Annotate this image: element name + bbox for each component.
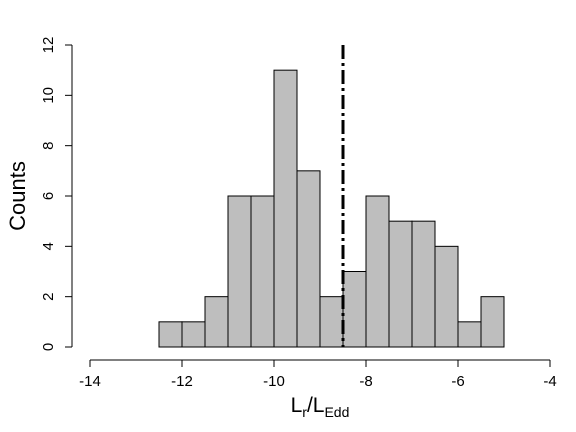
x-tick-label: -4 [543,373,556,390]
y-tick-label: 0 [40,343,57,351]
x-tick-label: -8 [359,373,372,390]
x-axis-title-sub1: r [302,404,307,420]
histogram-bar [250,195,275,348]
y-tick-label: 2 [40,292,57,300]
histogram-bar [296,170,321,348]
y-axis: 0 2 4 6 8 10 12 [40,37,73,351]
y-tick-label: 12 [40,37,57,54]
x-tick-label: -14 [79,373,101,390]
x-tick-label: -6 [451,373,464,390]
histogram-bar [319,296,344,348]
x-tick-label: -10 [263,373,285,390]
x-axis-title-sub2: Edd [324,404,349,420]
x-axis-title: Lr/LEdd [291,394,350,420]
bars-group [158,69,505,348]
histogram-bar [457,321,482,348]
x-axis-title-main: L [291,394,303,417]
histogram-bar [204,296,229,348]
histogram-bar [342,271,367,348]
histogram-bar [365,195,390,348]
histogram-bar [480,296,505,348]
y-axis-title: Counts [5,161,30,231]
x-tick-label: -12 [171,373,193,390]
y-tick-label: 6 [40,192,57,200]
histogram-bar [434,245,459,348]
x-axis: -14 -12 -10 -8 -6 -4 [79,359,557,390]
histogram-bar [388,220,413,348]
y-tick-label: 4 [40,242,57,250]
histogram-bar [411,220,436,348]
x-axis-title-sep: /L [307,394,325,417]
y-tick-label: 10 [40,87,57,104]
histogram-bar [181,321,206,348]
histogram-bar [158,321,183,348]
histogram-bar [273,69,298,348]
histogram-bar [227,195,252,348]
y-tick-label: 8 [40,141,57,149]
